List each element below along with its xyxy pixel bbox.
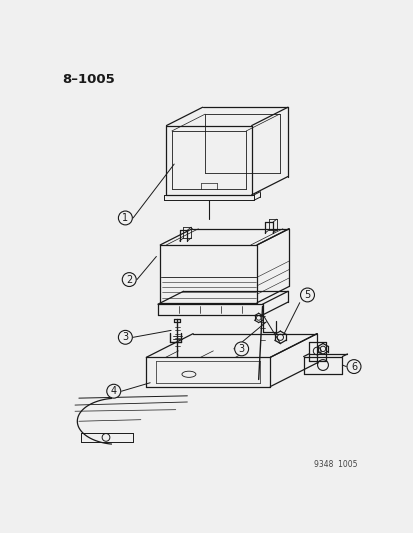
Text: 8–1005: 8–1005 (62, 73, 115, 86)
Circle shape (234, 342, 248, 356)
Text: 9348  1005: 9348 1005 (313, 460, 357, 469)
Text: 2: 2 (126, 274, 132, 285)
Circle shape (118, 211, 132, 225)
Text: 6: 6 (350, 361, 356, 372)
Circle shape (122, 273, 136, 287)
Circle shape (118, 330, 132, 344)
Circle shape (346, 360, 360, 374)
Circle shape (300, 288, 314, 302)
Circle shape (107, 384, 121, 398)
Text: 1: 1 (122, 213, 128, 223)
Text: 3: 3 (122, 332, 128, 342)
Text: 4: 4 (110, 386, 116, 396)
Text: 3: 3 (238, 344, 244, 354)
Text: 5: 5 (304, 290, 310, 300)
